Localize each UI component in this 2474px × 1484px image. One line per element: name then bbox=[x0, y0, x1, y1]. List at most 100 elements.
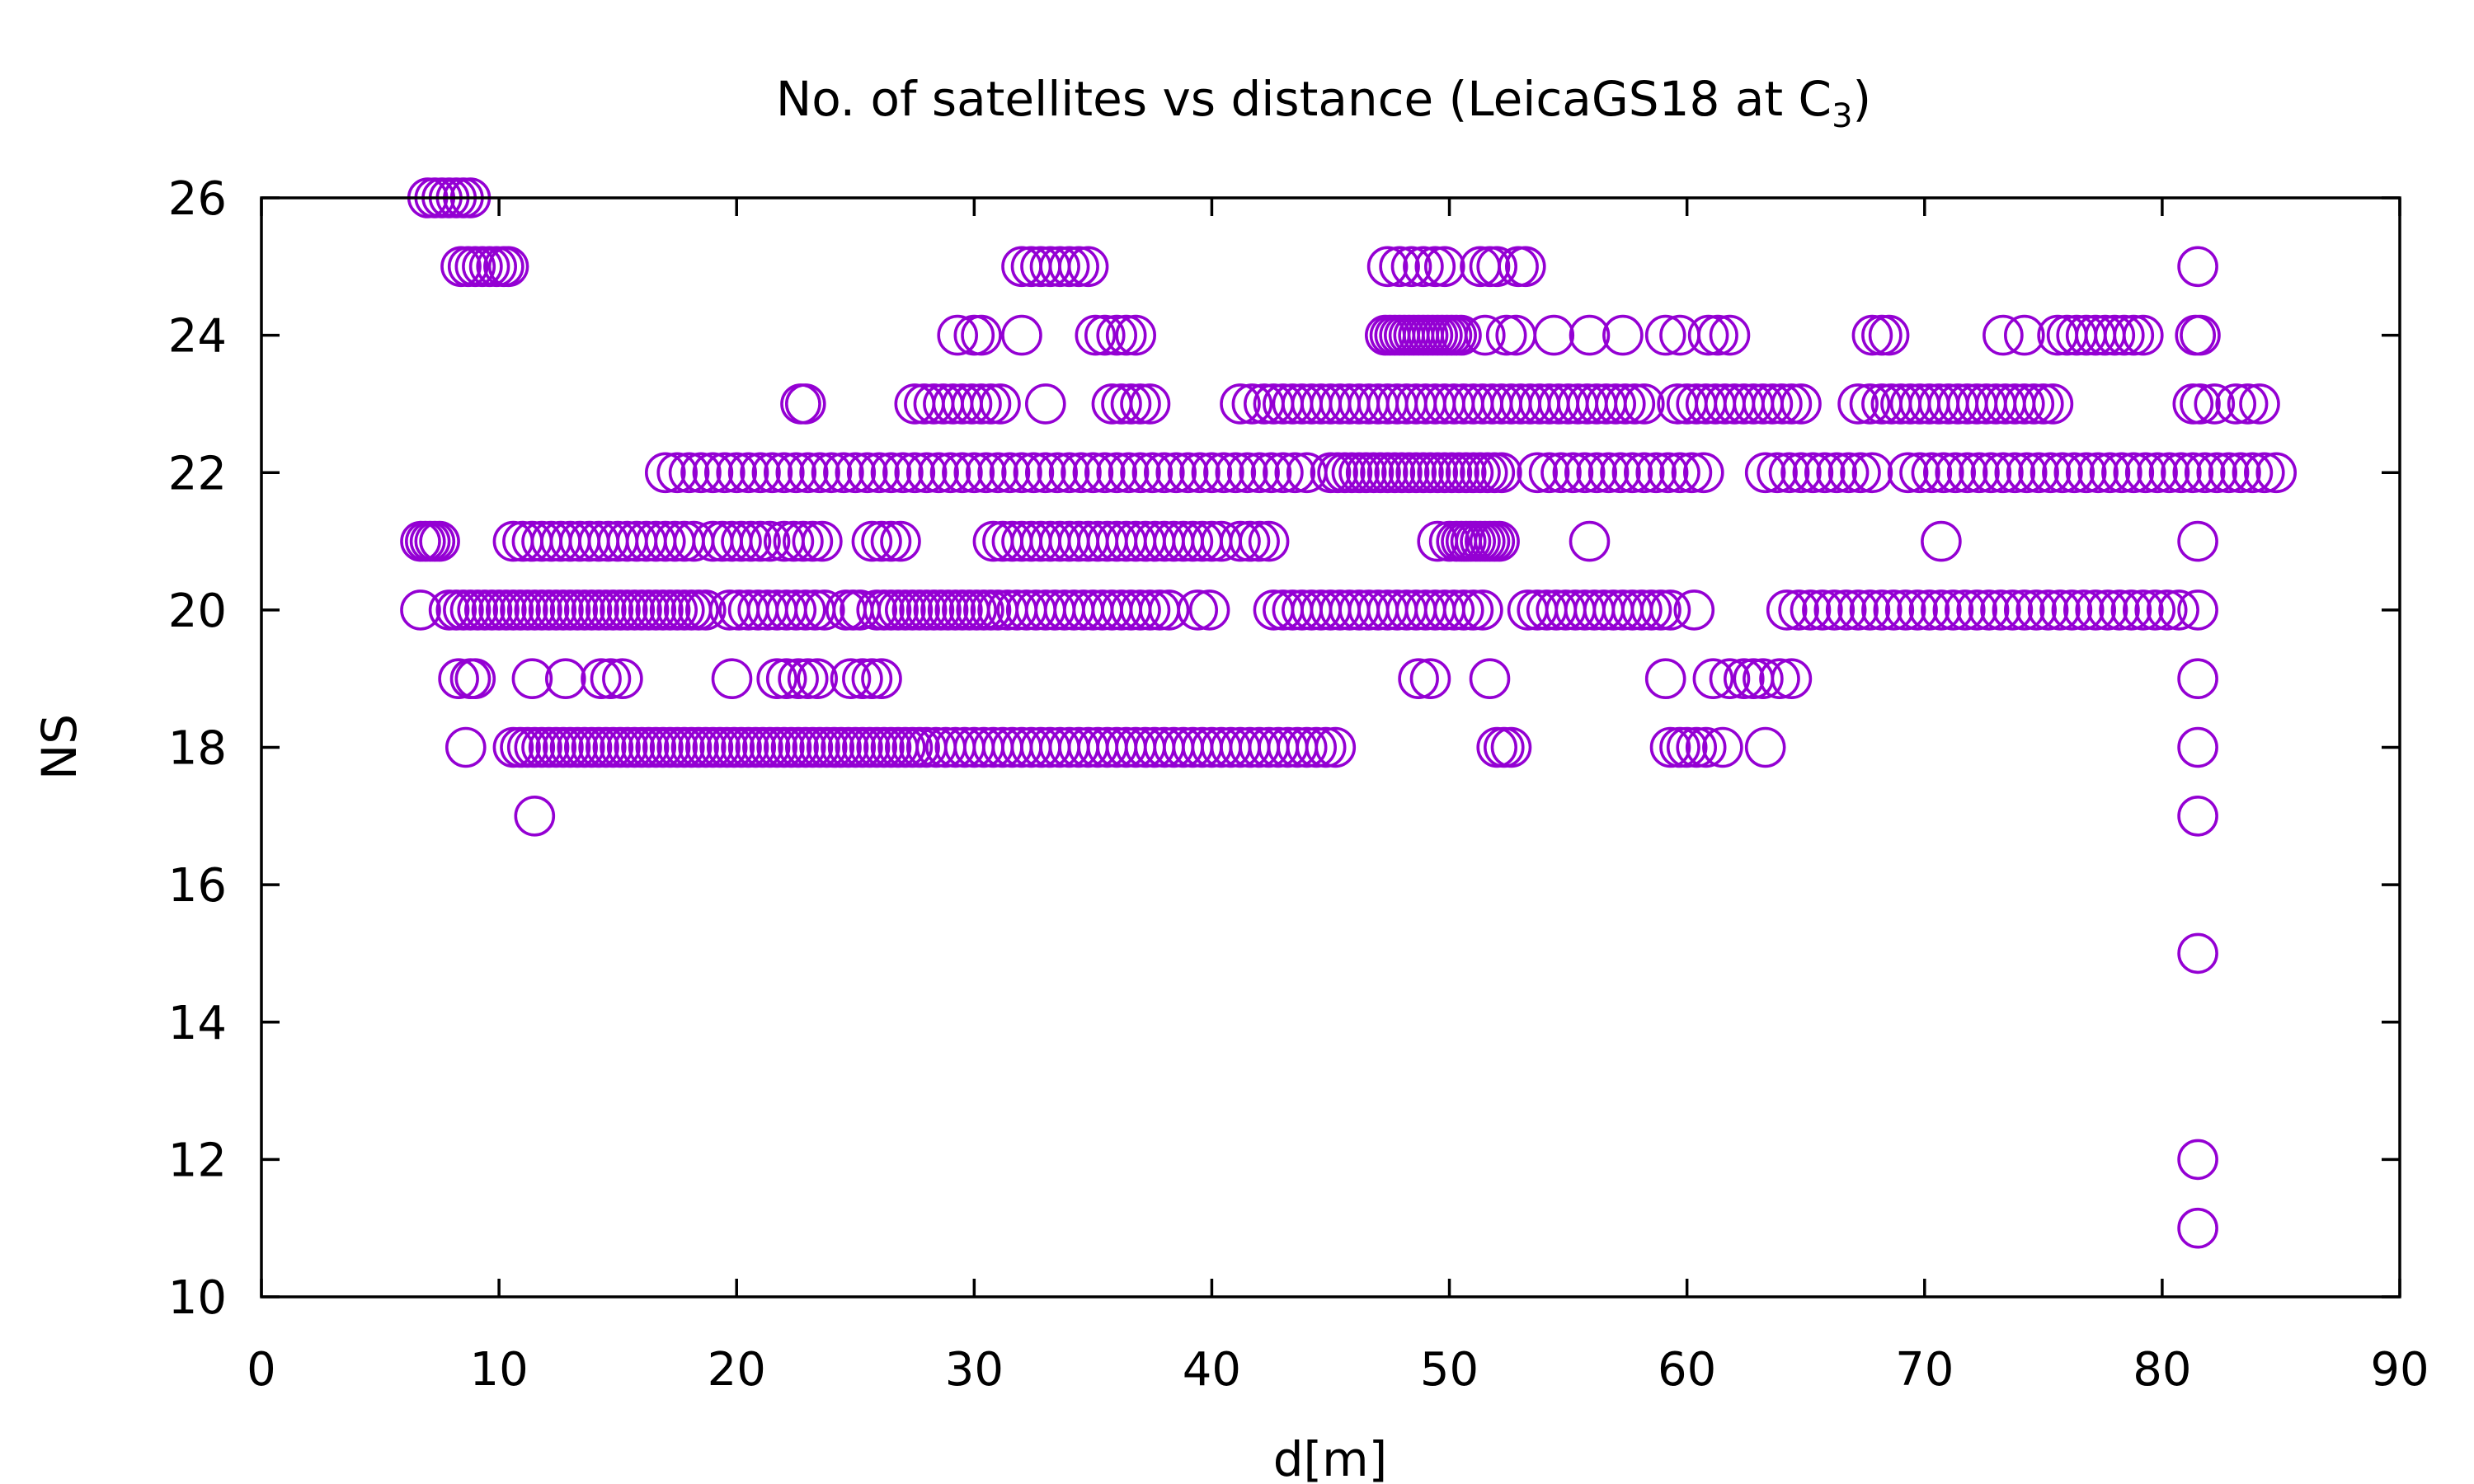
data-point bbox=[1096, 452, 1137, 494]
data-point bbox=[775, 589, 817, 631]
data-point bbox=[1226, 452, 1268, 494]
data-point bbox=[1084, 452, 1126, 494]
data-point bbox=[858, 452, 900, 494]
data-point bbox=[1982, 314, 2024, 356]
data-point bbox=[1001, 314, 1042, 356]
data-point bbox=[514, 795, 556, 837]
x-tick-label: 10 bbox=[469, 1343, 528, 1397]
data-point bbox=[1490, 726, 1532, 768]
data-point bbox=[1517, 452, 1558, 494]
data-point bbox=[1647, 452, 1689, 494]
data-point bbox=[2227, 383, 2269, 425]
data-point bbox=[1305, 726, 1347, 768]
data-point bbox=[1441, 314, 1482, 356]
data-point bbox=[1569, 520, 1611, 562]
data-point bbox=[2177, 246, 2218, 288]
data-point bbox=[1840, 452, 1881, 494]
data-point bbox=[1239, 452, 1280, 494]
data-point bbox=[1462, 589, 1503, 631]
x-tick-label: 20 bbox=[708, 1343, 766, 1397]
data-point bbox=[763, 452, 805, 494]
data-point bbox=[1096, 314, 1137, 356]
data-point bbox=[1766, 589, 1808, 631]
data-point bbox=[961, 383, 1002, 425]
data-point bbox=[894, 452, 936, 494]
data-point bbox=[1899, 452, 1940, 494]
data-point bbox=[1424, 246, 1465, 288]
data-point bbox=[1861, 314, 1903, 356]
data-point bbox=[977, 452, 1018, 494]
x-tick-label: 70 bbox=[1895, 1343, 1954, 1397]
data-point bbox=[1403, 246, 1444, 288]
data-point bbox=[970, 383, 1012, 425]
data-point bbox=[749, 520, 791, 562]
data-point bbox=[1315, 726, 1357, 768]
y-tick-label: 22 bbox=[168, 447, 227, 500]
data-point bbox=[2158, 589, 2199, 631]
data-point bbox=[1172, 520, 1214, 562]
data-point bbox=[1837, 383, 1879, 425]
data-point bbox=[544, 658, 586, 700]
data-point bbox=[2177, 520, 2218, 562]
data-point bbox=[1685, 726, 1727, 768]
data-point bbox=[1129, 589, 1171, 631]
data-point bbox=[1908, 589, 1950, 631]
data-point bbox=[1191, 452, 1233, 494]
data-point bbox=[1897, 589, 1938, 631]
data-point bbox=[1469, 658, 1511, 700]
data-point bbox=[1602, 314, 1644, 356]
data-point bbox=[1476, 246, 1517, 288]
data-point bbox=[2030, 452, 2072, 494]
y-tick-label: 20 bbox=[168, 585, 227, 638]
data-point bbox=[1286, 726, 1328, 768]
data-point bbox=[1816, 452, 1857, 494]
data-point bbox=[1067, 246, 1109, 288]
data-point bbox=[1552, 452, 1594, 494]
data-point bbox=[870, 452, 912, 494]
data-point bbox=[1624, 383, 1665, 425]
data-point bbox=[1203, 452, 1244, 494]
data-point bbox=[454, 658, 496, 700]
data-point bbox=[2004, 589, 2045, 631]
data-point bbox=[784, 589, 826, 631]
data-point bbox=[1697, 314, 1738, 356]
data-point bbox=[2013, 383, 2055, 425]
data-point bbox=[1129, 383, 1171, 425]
data-point bbox=[2124, 452, 2166, 494]
data-point bbox=[1752, 383, 1794, 425]
data-point bbox=[1215, 452, 1257, 494]
data-point bbox=[787, 452, 829, 494]
data-point bbox=[2027, 589, 2069, 631]
data-point bbox=[861, 520, 902, 562]
data-point bbox=[1790, 589, 1832, 631]
y-tick-label: 24 bbox=[168, 310, 227, 364]
data-point bbox=[2232, 452, 2274, 494]
data-point bbox=[953, 452, 995, 494]
data-point bbox=[2220, 452, 2261, 494]
y-tick-label: 14 bbox=[168, 997, 227, 1050]
data-point bbox=[419, 520, 460, 562]
data-point bbox=[438, 658, 479, 700]
data-point bbox=[1587, 452, 1630, 494]
data-point bbox=[965, 452, 1007, 494]
data-point bbox=[1061, 452, 1102, 494]
data-point bbox=[1851, 314, 1893, 356]
data-point bbox=[775, 452, 817, 494]
data-point bbox=[787, 658, 829, 700]
data-point bbox=[400, 589, 441, 631]
data-point bbox=[1970, 452, 2012, 494]
data-point bbox=[1649, 589, 1691, 631]
data-point bbox=[1673, 589, 1715, 631]
data-point bbox=[1120, 452, 1161, 494]
data-point bbox=[792, 520, 834, 562]
data-point bbox=[1666, 726, 1708, 768]
data-point bbox=[1692, 658, 1734, 700]
data-point bbox=[1861, 589, 1903, 631]
data-point bbox=[961, 314, 1002, 356]
data-point bbox=[1624, 452, 1665, 494]
data-point bbox=[870, 520, 912, 562]
data-point bbox=[2104, 314, 2145, 356]
data-point bbox=[918, 452, 959, 494]
data-point bbox=[823, 452, 864, 494]
